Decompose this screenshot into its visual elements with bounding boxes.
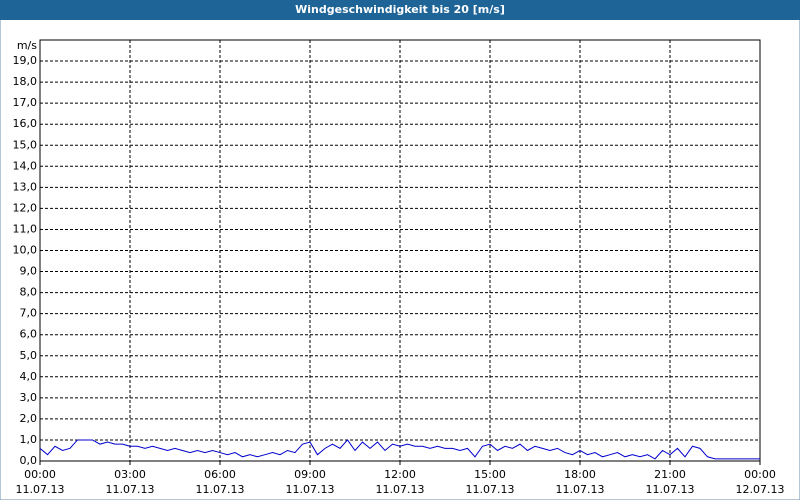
- y-tick-label: 10,0: [13, 244, 38, 257]
- x-tick-date: 11.07.13: [106, 483, 155, 496]
- y-axis-label: m/s: [17, 39, 37, 52]
- header-bar: [0, 0, 800, 20]
- x-tick-date: 12.07.13: [736, 483, 785, 496]
- x-tick-date: 11.07.13: [196, 483, 245, 496]
- x-tick-label: 06:00: [204, 468, 236, 481]
- y-tick-label: 14,0: [13, 159, 38, 172]
- y-tick-label: 2,0: [20, 412, 38, 425]
- y-tick-label: 19,0: [13, 54, 38, 67]
- x-tick-label: 18:00: [564, 468, 596, 481]
- y-tick-label: 0,0: [20, 454, 38, 467]
- y-tick-label: 16,0: [13, 117, 38, 130]
- x-tick-label: 03:00: [114, 468, 146, 481]
- y-tick-label: 13,0: [13, 180, 38, 193]
- y-tick-label: 3,0: [20, 391, 38, 404]
- x-tick-date: 11.07.13: [286, 483, 335, 496]
- x-tick-date: 11.07.13: [466, 483, 515, 496]
- x-tick-label: 15:00: [474, 468, 506, 481]
- y-tick-label: 15,0: [13, 138, 38, 151]
- x-tick-label: 12:00: [384, 468, 416, 481]
- y-tick-label: 6,0: [20, 328, 38, 341]
- x-tick-label: 21:00: [654, 468, 686, 481]
- y-tick-label: 11,0: [13, 222, 38, 235]
- y-tick-label: 4,0: [20, 370, 38, 383]
- y-tick-label: 18,0: [13, 75, 38, 88]
- x-tick-date: 11.07.13: [16, 483, 65, 496]
- x-tick-label: 00:00: [24, 468, 56, 481]
- data-line: [39, 439, 760, 460]
- x-tick-date: 11.07.13: [646, 483, 695, 496]
- y-tick-label: 5,0: [20, 349, 38, 362]
- x-tick-label: 00:00: [744, 468, 776, 481]
- y-tick-label: 9,0: [20, 265, 38, 278]
- x-tick-label: 09:00: [294, 468, 326, 481]
- y-tick-label: 8,0: [20, 286, 38, 299]
- x-tick-date: 11.07.13: [556, 483, 605, 496]
- y-tick-label: 7,0: [20, 307, 38, 320]
- y-tick-label: 17,0: [13, 96, 38, 109]
- y-tick-label: 1,0: [20, 433, 38, 446]
- x-tick-date: 11.07.13: [376, 483, 425, 496]
- chart-title: Windgeschwindigkeit bis 20 [m/s]: [295, 3, 505, 16]
- y-tick-label: 12,0: [13, 201, 38, 214]
